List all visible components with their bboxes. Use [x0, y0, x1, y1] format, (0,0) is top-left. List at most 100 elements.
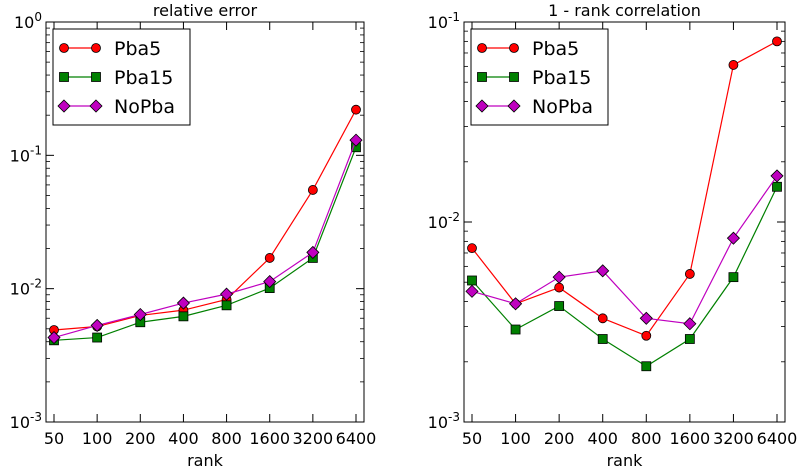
- y-tick-exponent: 0: [34, 10, 42, 24]
- data-point: [47, 330, 61, 345]
- y-tick-exponent: -1: [448, 10, 460, 24]
- y-tick-base: 10: [10, 146, 30, 165]
- legend-marker: [509, 72, 519, 82]
- data-point: [92, 332, 103, 343]
- data-point: [597, 334, 608, 344]
- data-point: [641, 330, 652, 341]
- plot-frame: [463, 21, 786, 423]
- y-tick-base: 10: [428, 13, 448, 32]
- data-point: [90, 318, 104, 332]
- legend: Pba5 Pba15 NoPba: [470, 28, 609, 126]
- data-point: [552, 270, 566, 284]
- x-tick-label: 200: [125, 429, 156, 448]
- data-point: [178, 311, 189, 322]
- y-tick-label: 100: [14, 10, 42, 32]
- series-nopba: [465, 169, 784, 331]
- series-line: [471, 186, 778, 367]
- y-tick-base: 10: [14, 13, 34, 32]
- legend-marker: [59, 72, 69, 82]
- legend-entry: Pba5: [477, 38, 579, 60]
- legend-label: Pba15: [114, 67, 173, 89]
- y-tick-base: 10: [428, 413, 448, 432]
- data-point: [596, 264, 610, 278]
- x-tick-label: 3200: [292, 429, 333, 448]
- legend-label: NoPba: [114, 96, 175, 118]
- data-point: [467, 275, 477, 286]
- data-point: [554, 301, 565, 311]
- legend-entry: Pba5: [59, 38, 161, 60]
- legend-marker: [507, 99, 521, 113]
- x-tick-label: 400: [168, 429, 199, 448]
- data-point: [349, 133, 363, 147]
- legend: Pba5 Pba15 NoPba: [52, 28, 191, 126]
- data-point: [728, 60, 739, 70]
- data-point: [684, 334, 695, 344]
- legend-label: Pba15: [532, 67, 591, 89]
- series-line: [471, 175, 778, 325]
- x-tick-label: 1600: [669, 429, 710, 448]
- data-point: [510, 324, 521, 335]
- data-point: [133, 307, 147, 322]
- chart-title: 1 - rank correlation: [548, 1, 701, 20]
- legend-marker: [509, 43, 519, 53]
- data-point: [554, 282, 565, 293]
- x-tick-label: 100: [500, 429, 531, 448]
- legend-label: Pba5: [532, 38, 579, 60]
- y-tick-label: 10-1: [10, 143, 42, 165]
- series-line: [53, 139, 357, 339]
- y-tick-exponent: -2: [30, 277, 42, 291]
- legend-label: NoPba: [532, 96, 593, 118]
- y-tick-label: 10-1: [428, 10, 460, 32]
- series-line: [53, 109, 357, 331]
- x-axis-label: rank: [187, 451, 224, 470]
- data-point: [728, 272, 739, 283]
- x-tick-label: 3200: [713, 429, 754, 448]
- plot-frame: [45, 21, 365, 423]
- x-tick-label: 800: [211, 429, 242, 448]
- data-point: [467, 243, 477, 254]
- legend-entry: NoPba: [475, 96, 593, 118]
- legend-marker: [57, 99, 71, 113]
- legend-label: Pba5: [114, 38, 161, 60]
- legend-marker: [89, 99, 103, 113]
- x-tick-label: 400: [587, 429, 618, 448]
- legend-marker: [477, 72, 487, 82]
- x-tick-label: 100: [82, 429, 113, 448]
- data-point: [263, 275, 277, 289]
- y-tick-base: 10: [10, 413, 30, 432]
- x-tick-label: 6400: [757, 429, 798, 448]
- legend-entry: NoPba: [57, 96, 175, 118]
- series-nopba: [47, 133, 363, 345]
- data-point: [772, 181, 782, 192]
- data-point: [684, 269, 695, 279]
- x-tick-label: 800: [631, 429, 662, 448]
- x-tick-label: 200: [544, 429, 575, 448]
- y-tick-exponent: -2: [448, 210, 460, 224]
- data-point: [176, 296, 190, 310]
- data-point: [770, 169, 784, 183]
- legend-marker: [91, 43, 101, 53]
- data-point: [639, 311, 653, 325]
- series-line: [471, 40, 778, 337]
- data-point: [264, 253, 275, 263]
- y-tick-base: 10: [428, 213, 448, 232]
- legend-marker: [475, 99, 489, 113]
- y-tick-exponent: -3: [30, 410, 42, 424]
- data-point: [220, 287, 234, 301]
- y-tick-exponent: -1: [30, 143, 42, 157]
- data-point: [597, 313, 608, 324]
- legend-marker: [477, 43, 487, 53]
- x-tick-label: 50: [462, 429, 482, 448]
- data-point: [509, 297, 523, 311]
- data-point: [726, 231, 740, 245]
- x-axis-label: rank: [607, 451, 644, 470]
- data-point: [641, 361, 652, 372]
- data-point: [683, 317, 697, 331]
- y-tick-exponent: -3: [448, 410, 460, 424]
- data-point: [306, 245, 320, 259]
- x-tick-label: 50: [44, 429, 64, 448]
- series-line: [53, 147, 357, 341]
- data-point: [351, 104, 361, 115]
